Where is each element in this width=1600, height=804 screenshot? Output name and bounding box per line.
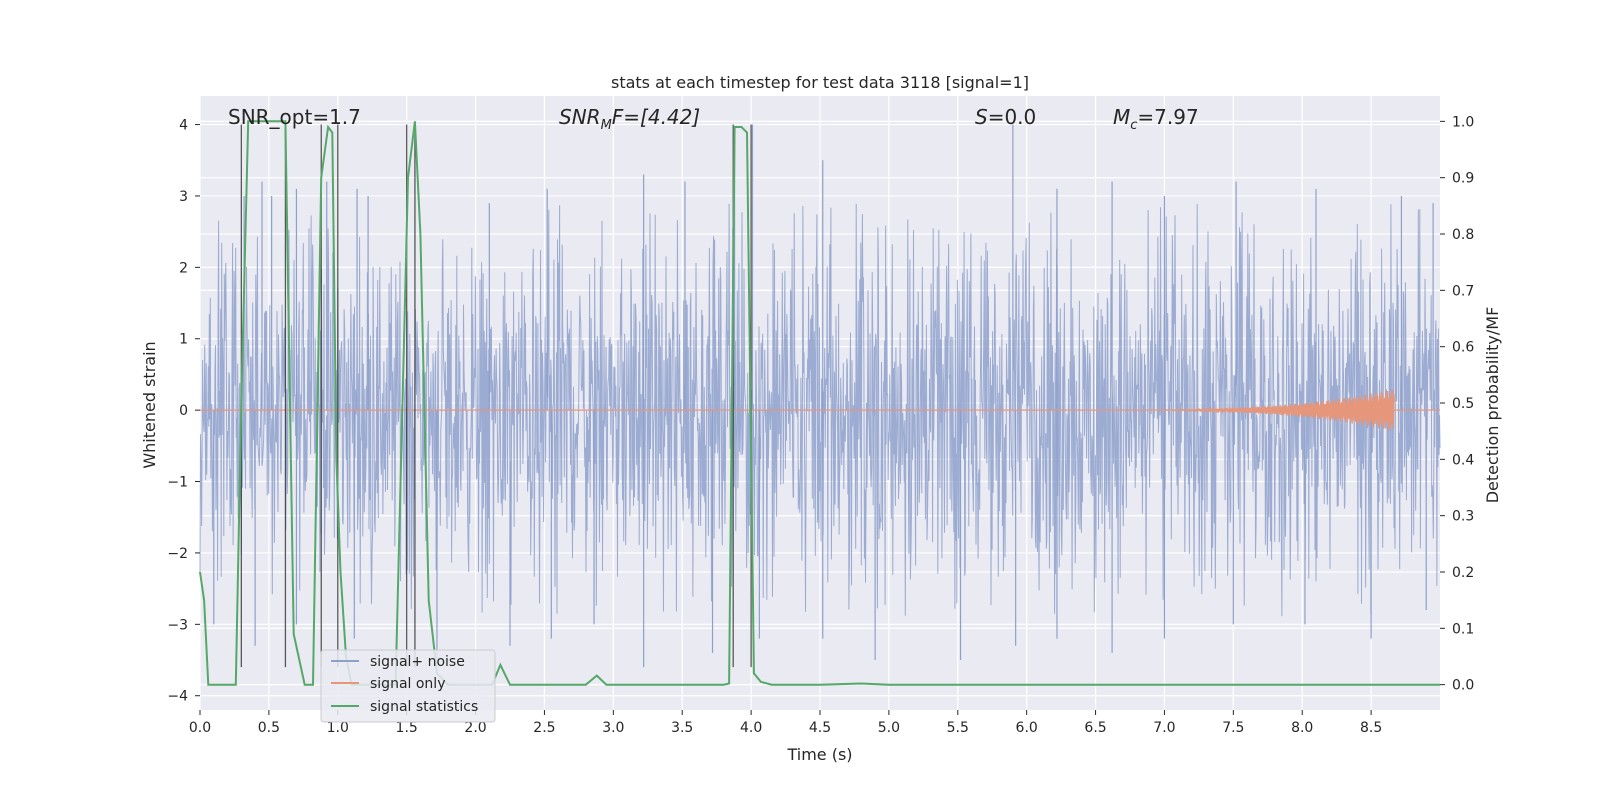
legend-label-signal-noise: signal+ noise <box>370 654 465 670</box>
x-tick-label: 0.0 <box>189 720 211 736</box>
left-y-tick-label: 2 <box>179 260 188 276</box>
right-y-axis-ticks: 1.0 0.9 0.8 0.7 0.6 0.5 0.4 0.3 0.2 0.1 0.0 <box>1440 114 1474 694</box>
x-tick-label: 5.0 <box>878 720 900 736</box>
x-tick-label: 7.0 <box>1153 720 1175 736</box>
left-y-tick-label: 1 <box>179 332 188 348</box>
x-tick-label: 0.5 <box>258 720 280 736</box>
right-y-tick-label: 0.2 <box>1452 565 1474 581</box>
right-y-tick-label: 0.1 <box>1452 621 1474 637</box>
x-tick-label: 3.0 <box>602 720 624 736</box>
right-y-tick-label: 0.4 <box>1452 452 1474 468</box>
left-y-tick-label: −2 <box>167 546 188 562</box>
legend-label-signal-only: signal only <box>370 676 445 692</box>
x-tick-label: 2.5 <box>533 720 555 736</box>
x-tick-label: 1.0 <box>327 720 349 736</box>
x-tick-label: 1.5 <box>396 720 418 736</box>
right-y-tick-label: 0.9 <box>1452 171 1474 187</box>
right-y-tick-label: 0.5 <box>1452 396 1474 412</box>
x-tick-label: 8.0 <box>1291 720 1313 736</box>
right-y-tick-label: 0.3 <box>1452 509 1474 525</box>
x-tick-label: 5.5 <box>947 720 969 736</box>
x-tick-label: 6.5 <box>1084 720 1106 736</box>
annotation-s: S=0.0 <box>975 105 1036 129</box>
x-tick-label: 2.0 <box>464 720 486 736</box>
signal-only-series <box>200 389 1440 431</box>
right-y-axis-title: Detection probability/MF <box>1483 307 1502 504</box>
x-tick-label: 8.5 <box>1360 720 1382 736</box>
annotation-snr-opt: SNR_opt=1.7 <box>228 105 361 129</box>
right-y-tick-label: 0.8 <box>1452 227 1474 243</box>
x-axis-title: Time (s) <box>786 745 852 764</box>
right-y-tick-label: 0.7 <box>1452 283 1474 299</box>
annotation-mc: Mc=7.97 <box>1113 105 1199 133</box>
left-y-tick-label: 0 <box>179 403 188 419</box>
legend: signal+ noise signal only signal statist… <box>320 649 496 723</box>
x-tick-label: 7.5 <box>1222 720 1244 736</box>
annotation-snr-mf: SNRMF=[4.42] <box>559 105 700 133</box>
legend-box <box>320 649 496 723</box>
x-tick-label: 3.5 <box>671 720 693 736</box>
left-y-tick-label: −4 <box>167 689 188 705</box>
x-tick-label: 4.0 <box>740 720 762 736</box>
left-y-tick-label: −1 <box>167 475 188 491</box>
mf-marker-lines <box>240 124 752 668</box>
legend-label-signal-statistics: signal statistics <box>370 699 478 715</box>
left-y-axis-title: Whitened strain <box>140 341 159 468</box>
x-tick-label: 6.0 <box>1016 720 1038 736</box>
x-tick-label: 4.5 <box>809 720 831 736</box>
left-y-axis-ticks: 4 3 2 1 0 −1 −2 −3 −4 <box>167 118 200 705</box>
signal-only-chirp <box>1095 389 1396 431</box>
right-y-tick-label: 0.6 <box>1452 340 1474 356</box>
x-axis-ticks: 0.0 0.5 1.0 1.5 2.0 2.5 3.0 3.5 4.0 4.5 5.0 5.5 6.0 6… <box>189 710 1382 736</box>
right-y-tick-label: 1.0 <box>1452 114 1474 130</box>
right-y-tick-label: 0.0 <box>1452 678 1474 694</box>
left-y-tick-label: −3 <box>167 617 188 633</box>
left-y-tick-label: 3 <box>179 189 188 205</box>
chart-title: stats at each timestep for test data 311… <box>611 73 1029 92</box>
left-y-tick-label: 4 <box>179 118 188 134</box>
